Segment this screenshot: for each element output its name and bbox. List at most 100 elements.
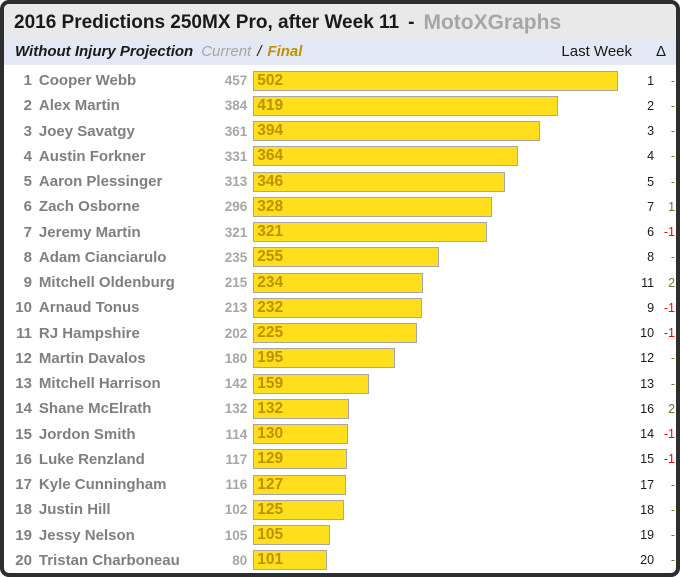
projection-label: Without Injury Projection	[15, 43, 194, 60]
rider-name: Austin Forkner	[38, 147, 146, 165]
bar-area: 159	[253, 373, 618, 394]
rank: 4	[23, 147, 32, 165]
final-points-bar: 195	[253, 348, 396, 369]
final-points-bar: 346	[253, 171, 505, 192]
final-points-label: 101	[257, 551, 284, 569]
last-week-rank: 15	[640, 452, 655, 467]
final-points-bar: 321	[253, 222, 487, 243]
rank: 5	[23, 173, 32, 191]
last-week-rank: 17	[640, 477, 655, 492]
bar-area: 105	[253, 525, 618, 546]
bar-area: 394	[253, 121, 618, 142]
bar-area: 232	[253, 297, 618, 318]
table-row: 15 Jordon Smith 114 130 14 -1	[4, 422, 676, 447]
last-week-rank: 10	[640, 326, 655, 341]
bar-area: 328	[253, 196, 618, 217]
delta-value: 2	[668, 275, 676, 290]
last-week-column-header: Last Week	[561, 43, 632, 60]
delta-value: -1	[663, 300, 676, 315]
rank: 1	[23, 72, 32, 90]
table-row: 10 Arnaud Tonus 213 232 9 -1	[4, 295, 676, 320]
delta-value: -	[670, 376, 676, 391]
final-points-bar: 105	[253, 525, 330, 546]
last-week-rank: 18	[640, 502, 655, 517]
final-points-bar: 125	[253, 499, 345, 520]
final-points-bar: 234	[253, 272, 424, 293]
current-points: 235	[224, 249, 248, 265]
bar-area: 132	[253, 398, 618, 419]
legend-divider: /	[257, 43, 262, 60]
rider-name: Joey Savatgy	[38, 122, 135, 140]
final-points-bar: 364	[253, 146, 518, 167]
table-row: 16 Luke Renzland 117 129 15 -1	[4, 447, 676, 472]
rank: 8	[23, 248, 32, 266]
last-week-rank: 3	[647, 124, 655, 139]
final-points-label: 232	[257, 298, 284, 316]
table-row: 12 Martin Davalos 180 195 12 -	[4, 346, 676, 371]
last-week-rank: 1	[647, 73, 655, 88]
rider-name: Tristan Charboneau	[38, 551, 180, 569]
bar-area: 101	[253, 550, 618, 571]
bar-area: 195	[253, 348, 618, 369]
bar-area: 225	[253, 323, 618, 344]
final-points-label: 364	[257, 147, 284, 165]
delta-value: -1	[663, 452, 676, 467]
final-points-bar: 232	[253, 297, 422, 318]
title-separator: -	[408, 11, 415, 33]
subheader-bar: Without Injury Projection Current / Fina…	[4, 38, 676, 65]
bar-area: 255	[253, 247, 618, 268]
final-points-label: 127	[257, 475, 284, 493]
table-row: 9 Mitchell Oldenburg 215 234 11 2	[4, 270, 676, 295]
final-points-bar: 502	[253, 70, 619, 91]
legend-current-label: Current	[201, 43, 252, 60]
current-points: 180	[224, 350, 248, 366]
rank: 17	[15, 476, 32, 494]
rider-name: Martin Davalos	[38, 349, 146, 367]
delta-value: -	[670, 553, 676, 568]
bar-area: 364	[253, 146, 618, 167]
current-points: 313	[224, 174, 248, 190]
current-points: 142	[224, 376, 248, 392]
last-week-rank: 6	[647, 225, 655, 240]
rank: 7	[23, 223, 32, 241]
rider-name: Jordon Smith	[38, 425, 136, 443]
final-points-label: 129	[257, 450, 284, 468]
last-week-rank: 19	[640, 528, 655, 543]
delta-value: -1	[663, 326, 676, 341]
rider-name: Cooper Webb	[38, 72, 137, 90]
final-points-label: 419	[257, 96, 284, 114]
final-points-label: 346	[257, 172, 284, 190]
table-row: 8 Adam Cianciarulo 235 255 8 -	[4, 245, 676, 270]
rank: 6	[23, 198, 32, 216]
page-title: 2016 Predictions 250MX Pro, after Week 1…	[14, 11, 400, 33]
final-points-bar: 101	[253, 550, 327, 571]
table-row: 14 Shane McElrath 132 132 16 2	[4, 396, 676, 421]
bar-area: 321	[253, 222, 618, 243]
bar-area: 419	[253, 95, 618, 116]
rider-name: Zach Osborne	[38, 198, 140, 216]
rows: 1 Cooper Webb 457 502 1 - 2 Alex Martin …	[4, 65, 676, 573]
rank: 9	[23, 274, 32, 292]
current-points: 80	[232, 552, 248, 568]
current-points: 331	[224, 148, 248, 164]
rank: 10	[15, 299, 32, 317]
delta-value: -	[670, 351, 676, 366]
final-points-bar: 127	[253, 474, 346, 495]
rider-name: Arnaud Tonus	[38, 299, 140, 317]
bar-area: 130	[253, 424, 618, 445]
bar-area: 502	[253, 70, 619, 91]
rank: 13	[15, 375, 32, 393]
final-points-label: 225	[257, 324, 284, 342]
table-row: 2 Alex Martin 384 419 2 -	[4, 93, 676, 118]
current-points: 457	[224, 73, 248, 89]
rank: 18	[15, 501, 32, 519]
delta-value: 1	[668, 199, 676, 214]
bar-area: 127	[253, 474, 618, 495]
current-points: 361	[224, 123, 248, 139]
rank: 3	[23, 122, 32, 140]
rank: 15	[15, 425, 32, 443]
final-points-label: 502	[257, 71, 284, 89]
current-points: 215	[224, 275, 248, 291]
current-points: 116	[225, 477, 248, 493]
